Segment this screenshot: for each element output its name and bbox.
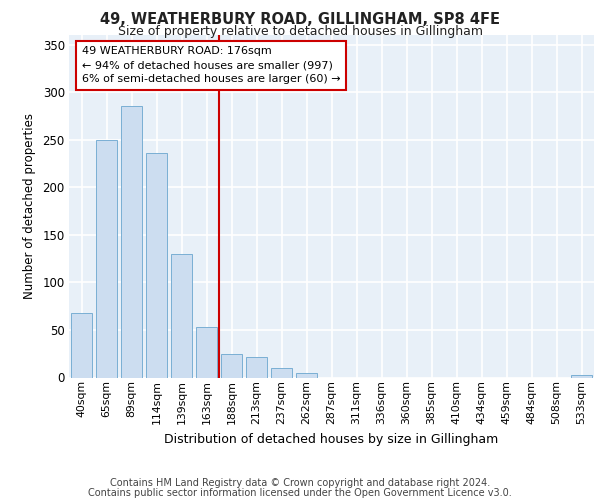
Bar xyxy=(146,153,167,378)
Bar xyxy=(121,106,142,378)
Text: 49 WEATHERBURY ROAD: 176sqm
← 94% of detached houses are smaller (997)
6% of sem: 49 WEATHERBURY ROAD: 176sqm ← 94% of det… xyxy=(82,46,341,84)
Bar xyxy=(246,356,267,378)
Bar xyxy=(171,254,192,378)
Text: Contains HM Land Registry data © Crown copyright and database right 2024.: Contains HM Land Registry data © Crown c… xyxy=(110,478,490,488)
Bar xyxy=(571,374,592,378)
Text: Size of property relative to detached houses in Gillingham: Size of property relative to detached ho… xyxy=(118,25,482,38)
Text: Contains public sector information licensed under the Open Government Licence v3: Contains public sector information licen… xyxy=(88,488,512,498)
Bar xyxy=(71,313,92,378)
Y-axis label: Number of detached properties: Number of detached properties xyxy=(23,114,35,299)
Bar xyxy=(296,372,317,378)
Bar xyxy=(196,327,217,378)
Text: 49, WEATHERBURY ROAD, GILLINGHAM, SP8 4FE: 49, WEATHERBURY ROAD, GILLINGHAM, SP8 4F… xyxy=(100,12,500,28)
X-axis label: Distribution of detached houses by size in Gillingham: Distribution of detached houses by size … xyxy=(164,432,499,446)
Bar xyxy=(221,354,242,378)
Bar xyxy=(271,368,292,378)
Bar xyxy=(96,140,117,378)
